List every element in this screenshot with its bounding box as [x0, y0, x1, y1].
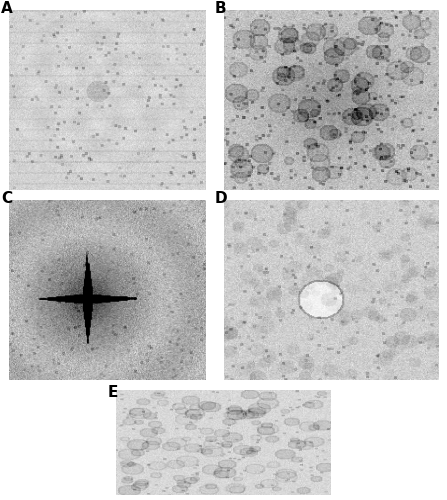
Text: D: D — [215, 191, 228, 206]
Text: E: E — [108, 385, 118, 400]
Text: B: B — [215, 1, 227, 16]
Text: C: C — [1, 191, 12, 206]
Text: A: A — [1, 1, 13, 16]
